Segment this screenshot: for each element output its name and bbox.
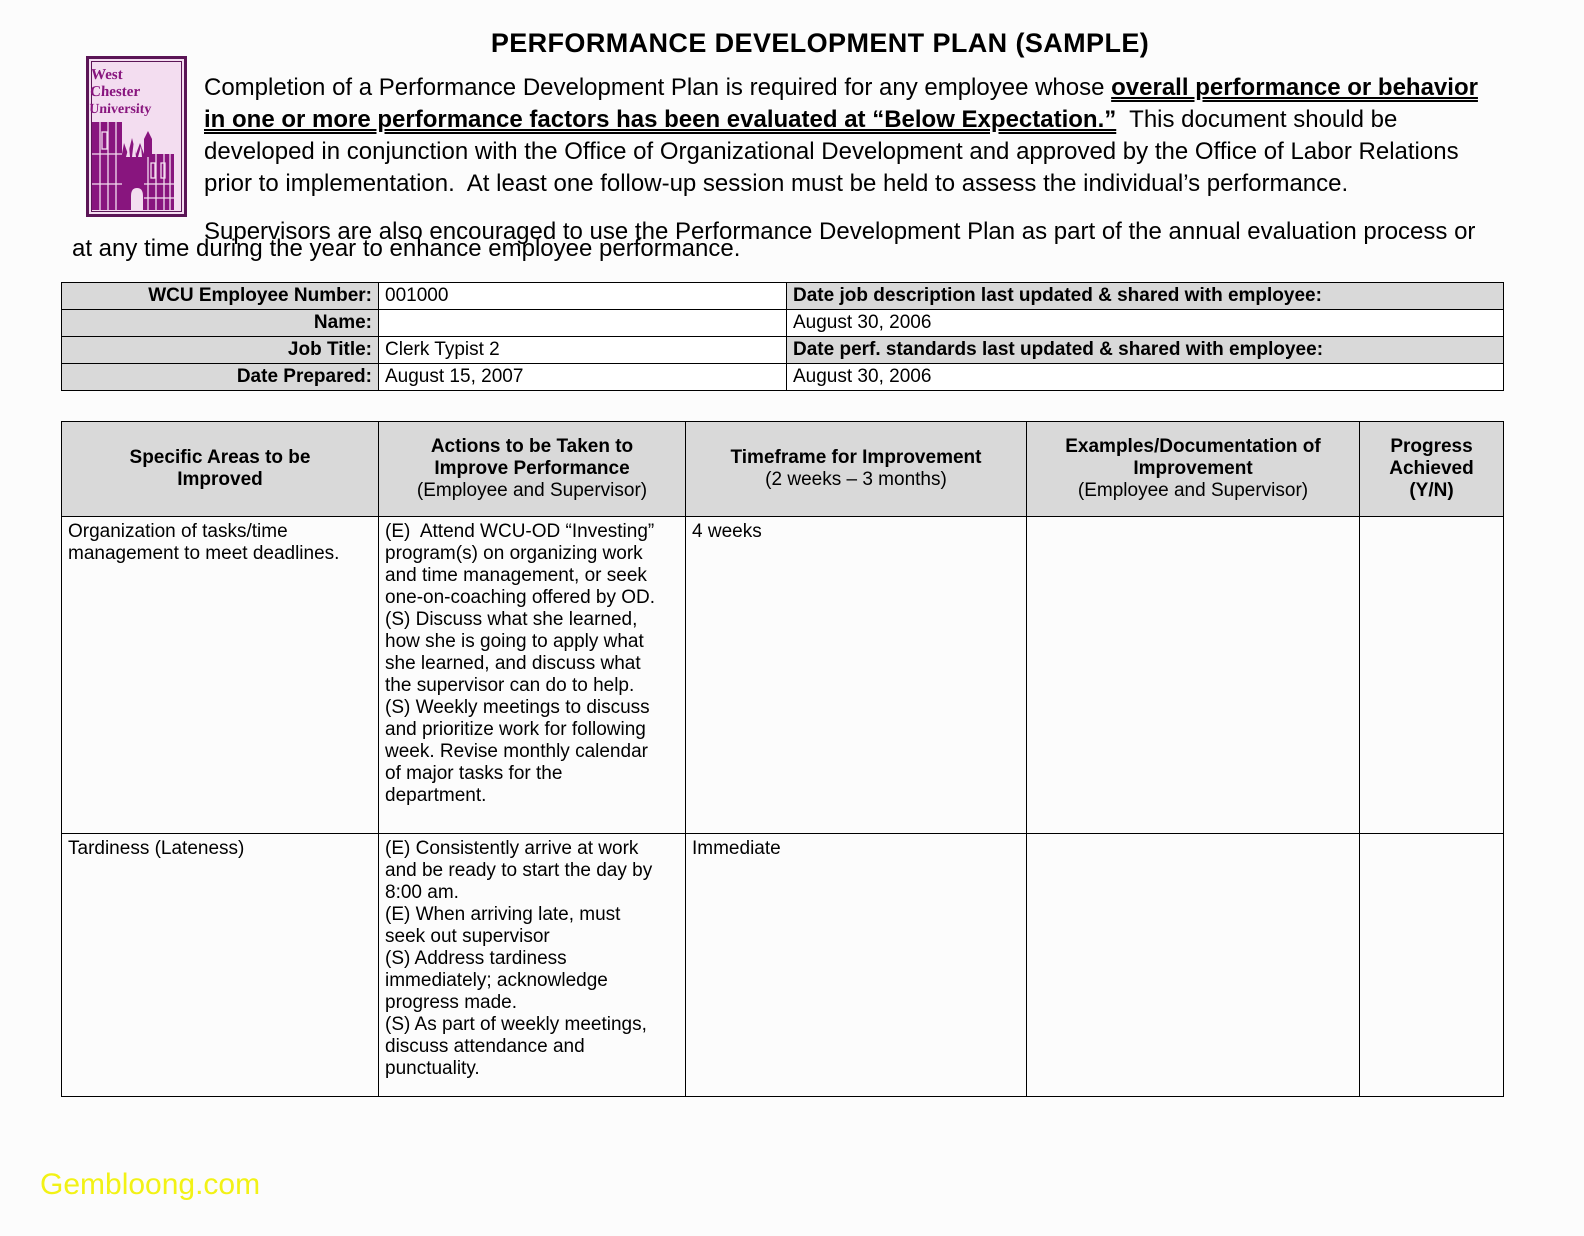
svg-text:Chester: Chester bbox=[90, 84, 141, 100]
svg-text:University: University bbox=[89, 102, 152, 117]
svg-text:West: West bbox=[91, 67, 123, 83]
